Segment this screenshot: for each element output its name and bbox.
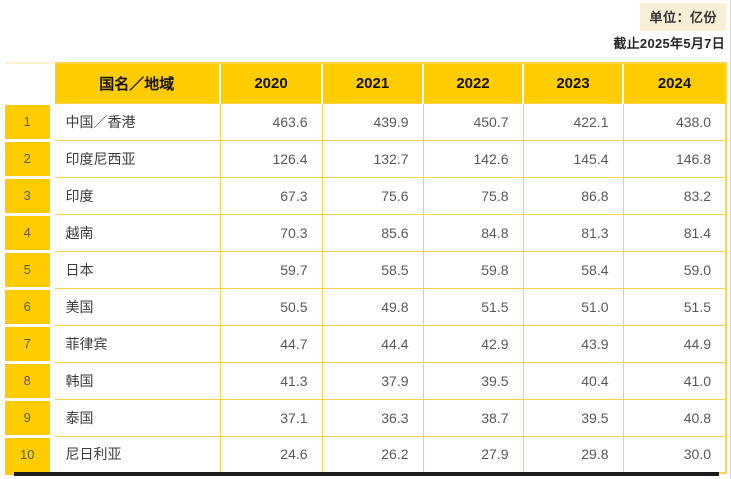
value-cell: 37.9 [321, 361, 424, 400]
value-cell: 26.2 [321, 435, 424, 474]
value-cell: 42.9 [422, 324, 524, 363]
value-cell: 70.3 [219, 213, 323, 252]
rank-cell: 7 [5, 323, 55, 362]
value-cell: 41.3 [219, 361, 323, 400]
value-cell: 43.9 [522, 324, 624, 363]
value-cell: 450.7 [422, 102, 524, 141]
table-row: 9 泰国 37.1 36.3 38.7 39.5 40.8 [5, 397, 727, 437]
value-cell: 422.1 [522, 102, 624, 141]
country-cell: 韩国 [51, 361, 221, 400]
value-cell: 132.7 [321, 139, 424, 178]
rank-cell: 1 [5, 101, 55, 140]
table-header-row: 国名／地域 2020 2021 2022 2023 2024 [5, 62, 727, 104]
value-cell: 29.8 [522, 435, 624, 474]
unit-label: 单位：亿份 [640, 3, 726, 31]
country-ranking-table: 国名／地域 2020 2021 2022 2023 2024 1 中国／香港 4… [5, 62, 727, 475]
table-row: 6 美国 50.5 49.8 51.5 51.0 51.5 [5, 286, 727, 326]
value-cell: 86.8 [522, 176, 624, 215]
country-cell: 美国 [51, 287, 221, 326]
as-of-date-label: 截止2025年5月7日 [613, 36, 725, 51]
value-cell: 30.0 [622, 435, 727, 474]
rank-cell: 5 [5, 249, 55, 288]
value-cell: 438.0 [622, 102, 727, 141]
corner-cell [5, 62, 55, 103]
value-cell: 24.6 [219, 435, 323, 474]
table-row: 8 韩国 41.3 37.9 39.5 40.4 41.0 [5, 360, 727, 400]
value-cell: 145.4 [522, 139, 624, 178]
rank-cell: 6 [5, 286, 55, 325]
value-cell: 41.0 [622, 361, 727, 400]
column-header-2023: 2023 [522, 62, 623, 104]
value-cell: 38.7 [422, 398, 524, 437]
value-cell: 81.4 [622, 213, 727, 252]
country-cell: 印度尼西亚 [51, 139, 221, 178]
value-cell: 44.9 [622, 324, 727, 363]
table-row: 10 尼日利亚 24.6 26.2 27.9 29.8 30.0 [5, 434, 727, 475]
value-cell: 39.5 [522, 398, 624, 437]
table-row: 1 中国／香港 463.6 439.9 450.7 422.1 438.0 [5, 101, 727, 141]
table-row: 3 印度 67.3 75.6 75.8 86.8 83.2 [5, 175, 727, 215]
country-cell: 印度 [51, 176, 221, 215]
column-header-2021: 2021 [321, 62, 423, 104]
column-header-2020: 2020 [219, 62, 322, 104]
value-cell: 59.7 [219, 250, 323, 289]
value-cell: 75.6 [321, 176, 424, 215]
country-cell: 尼日利亚 [51, 435, 221, 474]
value-cell: 67.3 [219, 176, 323, 215]
table-row: 5 日本 59.7 58.5 59.8 58.4 59.0 [5, 249, 727, 289]
table-row: 7 菲律宾 44.7 44.4 42.9 43.9 44.9 [5, 323, 727, 363]
country-cell: 菲律宾 [51, 324, 221, 363]
value-cell: 37.1 [219, 398, 323, 437]
country-cell: 泰国 [51, 398, 221, 437]
bottom-divider-bar [14, 472, 719, 476]
value-cell: 81.3 [522, 213, 624, 252]
column-header-2022: 2022 [422, 62, 523, 104]
table-row: 4 越南 70.3 85.6 84.8 81.3 81.4 [5, 212, 727, 252]
rank-cell: 4 [5, 212, 55, 251]
value-cell: 85.6 [321, 213, 424, 252]
value-cell: 51.0 [522, 287, 624, 326]
value-cell: 40.8 [622, 398, 727, 437]
rank-cell: 8 [5, 360, 55, 399]
value-cell: 39.5 [422, 361, 524, 400]
value-cell: 50.5 [219, 287, 323, 326]
column-header-name: 国名／地域 [52, 62, 220, 104]
rank-cell: 9 [5, 397, 55, 436]
value-cell: 463.6 [219, 102, 323, 141]
value-cell: 59.0 [622, 250, 727, 289]
value-cell: 58.5 [321, 250, 424, 289]
country-cell: 日本 [51, 250, 221, 289]
value-cell: 439.9 [321, 102, 424, 141]
value-cell: 75.8 [422, 176, 524, 215]
value-cell: 40.4 [522, 361, 624, 400]
value-cell: 146.8 [622, 139, 727, 178]
rank-cell: 10 [5, 434, 55, 475]
value-cell: 58.4 [522, 250, 624, 289]
value-cell: 142.6 [422, 139, 524, 178]
value-cell: 51.5 [622, 287, 727, 326]
rank-cell: 3 [5, 175, 55, 214]
value-cell: 44.7 [219, 324, 323, 363]
value-cell: 27.9 [422, 435, 524, 474]
column-header-2024: 2024 [622, 62, 727, 104]
value-cell: 126.4 [219, 139, 323, 178]
country-cell: 中国／香港 [51, 102, 221, 141]
table-row: 2 印度尼西亚 126.4 132.7 142.6 145.4 146.8 [5, 138, 727, 178]
rank-cell: 2 [5, 138, 55, 177]
value-cell: 36.3 [321, 398, 424, 437]
value-cell: 84.8 [422, 213, 524, 252]
value-cell: 49.8 [321, 287, 424, 326]
value-cell: 51.5 [422, 287, 524, 326]
value-cell: 44.4 [321, 324, 424, 363]
country-cell: 越南 [51, 213, 221, 252]
value-cell: 59.8 [422, 250, 524, 289]
value-cell: 83.2 [622, 176, 727, 215]
